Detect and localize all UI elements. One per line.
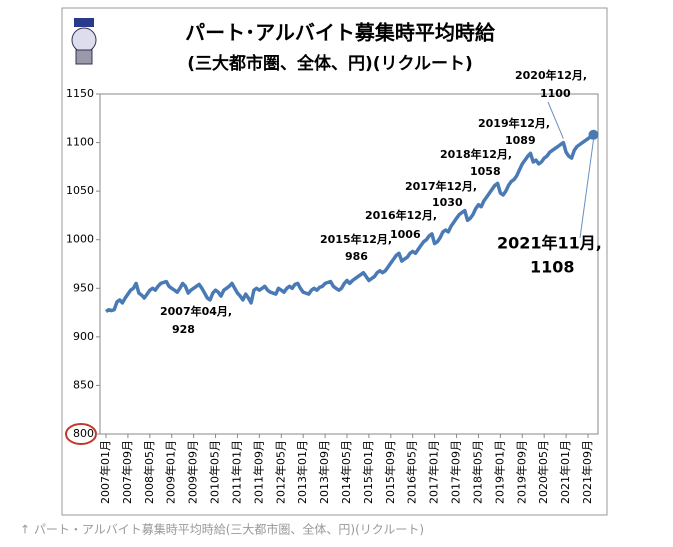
chart-subtitle: (三大都市圏、全体、円)(リクルート) [187, 53, 473, 74]
x-tick-label: 2020年05月 [536, 440, 550, 504]
x-tick-label: 2017年09月 [449, 440, 463, 504]
y-tick-label: 1150 [66, 87, 94, 100]
x-tick-label: 2015年01月 [361, 440, 375, 504]
mascot [71, 18, 97, 65]
x-tick-label: 2010年05月 [208, 440, 222, 504]
series-line [104, 133, 595, 314]
annotation-label: 2019年12月, [478, 116, 550, 130]
annotation-label: 2016年12月, [365, 208, 437, 222]
x-tick-label: 2018年05月 [470, 440, 484, 504]
annotation-value: 1108 [530, 258, 575, 277]
end-marker [588, 129, 599, 140]
x-tick-label: 2007年01月 [98, 440, 112, 504]
x-tick-label: 2008年05月 [142, 440, 156, 504]
annotation-label: 2017年12月, [405, 179, 477, 193]
x-tick-label: 2013年01月 [295, 440, 309, 504]
annotation-label: 2018年12月, [440, 147, 512, 161]
x-tick-label: 2009年09月 [186, 440, 200, 504]
annotation-value: 1100 [540, 87, 571, 100]
y-tick-label: 1050 [66, 184, 94, 197]
y-tick-label: 900 [73, 330, 94, 343]
annotation-value: 1006 [390, 228, 421, 241]
annotation-value: 928 [172, 323, 195, 336]
chart-title: パート･アルバイト募集時平均時給 [185, 21, 496, 45]
leader-line [579, 139, 594, 239]
plot-area [99, 93, 599, 435]
x-tick-label: 2019年01月 [492, 440, 506, 504]
x-tick-label: 2019年09月 [514, 440, 528, 504]
annotation-label: 2015年12月, [320, 232, 392, 246]
y-tick-label: 1100 [66, 136, 94, 149]
y-tick-label: 1000 [66, 233, 94, 246]
annotation-label: 2021年11月, [497, 234, 602, 253]
annotation-value: 986 [345, 250, 368, 263]
caption: ↑ パート・アルバイト募集時平均時給(三大都市圏、全体、円)(リクルート) [20, 522, 424, 537]
x-tick-label: 2011年01月 [229, 440, 243, 504]
x-tick-label: 2011年09月 [251, 440, 265, 504]
x-tick-label: 2009年01月 [164, 440, 178, 504]
x-tick-label: 2007年09月 [120, 440, 134, 504]
x-tick-label: 2015年09月 [383, 440, 397, 504]
x-tick-label: 2021年01月 [558, 440, 572, 504]
x-tick-label: 2012年05月 [273, 440, 287, 504]
x-tick-label: 2016年05月 [405, 440, 419, 504]
x-tick-label: 2014年05月 [339, 440, 353, 504]
annotation-value: 1030 [432, 196, 463, 209]
annotation-label: 2020年12月, [515, 68, 587, 82]
annotation-value: 1089 [505, 134, 536, 147]
x-tick-label: 2013年09月 [317, 440, 331, 504]
annotation-value: 1058 [470, 165, 501, 178]
annotation-label: 2007年04月, [160, 304, 232, 318]
y-tick-label: 950 [73, 281, 94, 294]
x-tick-label: 2017年01月 [427, 440, 441, 504]
leader-line [547, 101, 564, 139]
y-tick-label: 850 [73, 378, 94, 391]
chart-frame [61, 7, 608, 516]
x-tick-label: 2021年09月 [580, 440, 594, 504]
y-tick-label: 800 [73, 427, 94, 440]
